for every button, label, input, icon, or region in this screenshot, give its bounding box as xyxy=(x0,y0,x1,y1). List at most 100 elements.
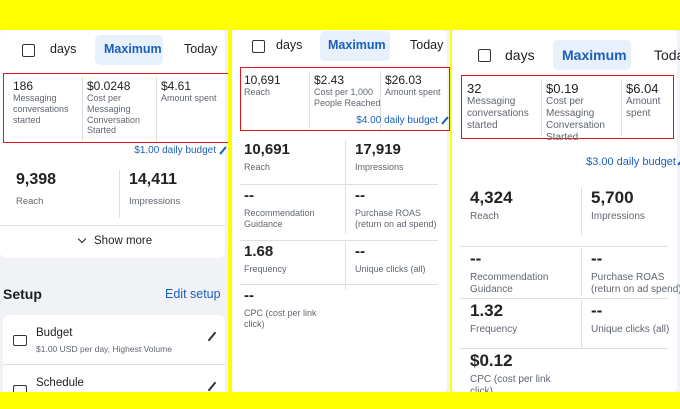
stat-label: Purchase ROAS (return on ad spend) xyxy=(591,272,680,295)
setup-detail: $1.00 USD per day, Highest Volume xyxy=(36,344,172,354)
stat-value: 9,398 xyxy=(16,171,57,188)
metrics-card xyxy=(232,30,447,392)
stat-label: Recommendation Guidance xyxy=(244,208,315,229)
metric-value: $6.04 xyxy=(626,81,659,96)
row-line xyxy=(460,348,668,349)
stat-label: Unique clicks (all) xyxy=(591,324,670,335)
tab[interactable]: days xyxy=(505,47,535,63)
highlight-box xyxy=(3,73,228,143)
tab[interactable]: Toda xyxy=(654,47,680,63)
stat-value: $0.12 xyxy=(470,351,513,370)
stat-label: Impressions xyxy=(129,196,181,207)
tab[interactable]: Maximum xyxy=(104,42,162,56)
panel: days Maximum Today 186 Messaging conversatio… xyxy=(0,30,228,392)
metrics-card xyxy=(0,30,225,258)
maximum-tab-bg xyxy=(320,31,390,61)
divider xyxy=(541,79,542,137)
stat-label: Reach xyxy=(470,211,499,222)
stat-value: -- xyxy=(591,301,603,320)
divider xyxy=(581,300,582,348)
daily-budget[interactable]: $3.00 daily budget xyxy=(586,156,676,168)
setup-item: Budget xyxy=(36,327,73,339)
divider xyxy=(380,71,381,129)
stat-value: 1.68 xyxy=(244,243,274,260)
stat-value: -- xyxy=(244,187,254,204)
calendar-icon xyxy=(22,44,35,57)
row-line xyxy=(460,298,668,299)
metric-value: $0.0248 xyxy=(87,79,131,93)
metric-value: $4.61 xyxy=(161,79,192,93)
metric-value: 10,691 xyxy=(244,73,281,87)
tab[interactable]: Today xyxy=(410,38,444,52)
metrics-card xyxy=(452,30,677,392)
divider xyxy=(119,170,120,218)
metric-label: Cost per 1,000 People Reached xyxy=(314,87,381,108)
divider xyxy=(581,187,582,235)
row-line xyxy=(240,284,438,285)
metric-label: Messaging conversations started xyxy=(13,93,69,125)
stat-value: -- xyxy=(355,243,365,260)
stat-value: 14,411 xyxy=(129,171,178,188)
divider xyxy=(345,186,346,234)
stat-label: CPC (cost per link click) xyxy=(470,374,551,392)
setup-item: Schedule xyxy=(36,377,84,389)
show-more[interactable]: Show more xyxy=(94,235,153,247)
stat-value: -- xyxy=(470,249,482,268)
row-line xyxy=(240,184,438,185)
item-icon xyxy=(13,385,27,392)
stat-value: 1.32 xyxy=(470,301,504,320)
daily-budget[interactable]: $1.00 daily budget xyxy=(134,145,216,156)
daily-budget[interactable]: $4.00 daily budget xyxy=(356,115,438,126)
item-icon xyxy=(13,335,27,346)
stat-value: -- xyxy=(244,287,254,304)
metric-label: Amount spent xyxy=(626,96,661,119)
stat-label: Impressions xyxy=(355,162,404,172)
stat-value: 17,919 xyxy=(355,141,401,158)
metric-value: $26.03 xyxy=(385,73,422,87)
tab[interactable]: days xyxy=(50,42,77,56)
setup-title: Setup xyxy=(3,286,42,302)
row-line xyxy=(3,364,225,365)
stat-label: Impressions xyxy=(591,211,645,222)
metric-value: $0.19 xyxy=(546,81,579,96)
stat-label: Frequency xyxy=(244,264,287,274)
stat-label: Purchase ROAS (return on ad spend) xyxy=(355,208,437,229)
metric-label: Cost per Messaging Conversation Started xyxy=(87,93,141,136)
metric-value: $2.43 xyxy=(314,73,345,87)
stat-label: Reach xyxy=(244,162,271,172)
stat-value: 5,700 xyxy=(591,188,634,207)
tab[interactable]: Maximum xyxy=(562,47,627,63)
metric-label: Cost per Messaging Conversation Started xyxy=(546,96,605,143)
panel: days Maximum Today 10,691 Reach $2.43 Cost per… xyxy=(232,30,450,392)
calendar-icon xyxy=(478,49,491,62)
metric-label: Amount spent xyxy=(385,87,441,97)
row-line xyxy=(460,246,668,247)
highlight-box xyxy=(240,67,450,131)
stat-value: 4,324 xyxy=(470,188,513,207)
metric-value: 32 xyxy=(467,81,482,96)
stat-label: Reach xyxy=(16,196,44,207)
tab[interactable]: Maximum xyxy=(328,38,386,52)
stat-label: CPC (cost per link click) xyxy=(244,308,317,329)
setup-card xyxy=(3,315,225,392)
show-more-line xyxy=(0,225,225,226)
tab[interactable]: Today xyxy=(184,42,218,56)
metric-label: Messaging conversations started xyxy=(467,96,529,131)
stat-value: 10,691 xyxy=(244,141,290,158)
stat-label: Unique clicks (all) xyxy=(355,264,426,274)
divider xyxy=(345,140,346,188)
stat-label: Frequency xyxy=(470,324,518,335)
divider xyxy=(345,242,346,290)
metric-value: 186 xyxy=(13,79,34,93)
edit-setup[interactable]: Edit setup xyxy=(165,287,221,301)
divider xyxy=(82,77,83,141)
stat-label: Recommendation Guidance xyxy=(470,272,549,295)
row-line xyxy=(240,240,438,241)
divider xyxy=(621,79,622,137)
tab[interactable]: days xyxy=(276,38,303,52)
divider xyxy=(156,77,157,141)
maximum-tab-bg xyxy=(553,40,631,70)
stat-value: -- xyxy=(591,249,603,268)
